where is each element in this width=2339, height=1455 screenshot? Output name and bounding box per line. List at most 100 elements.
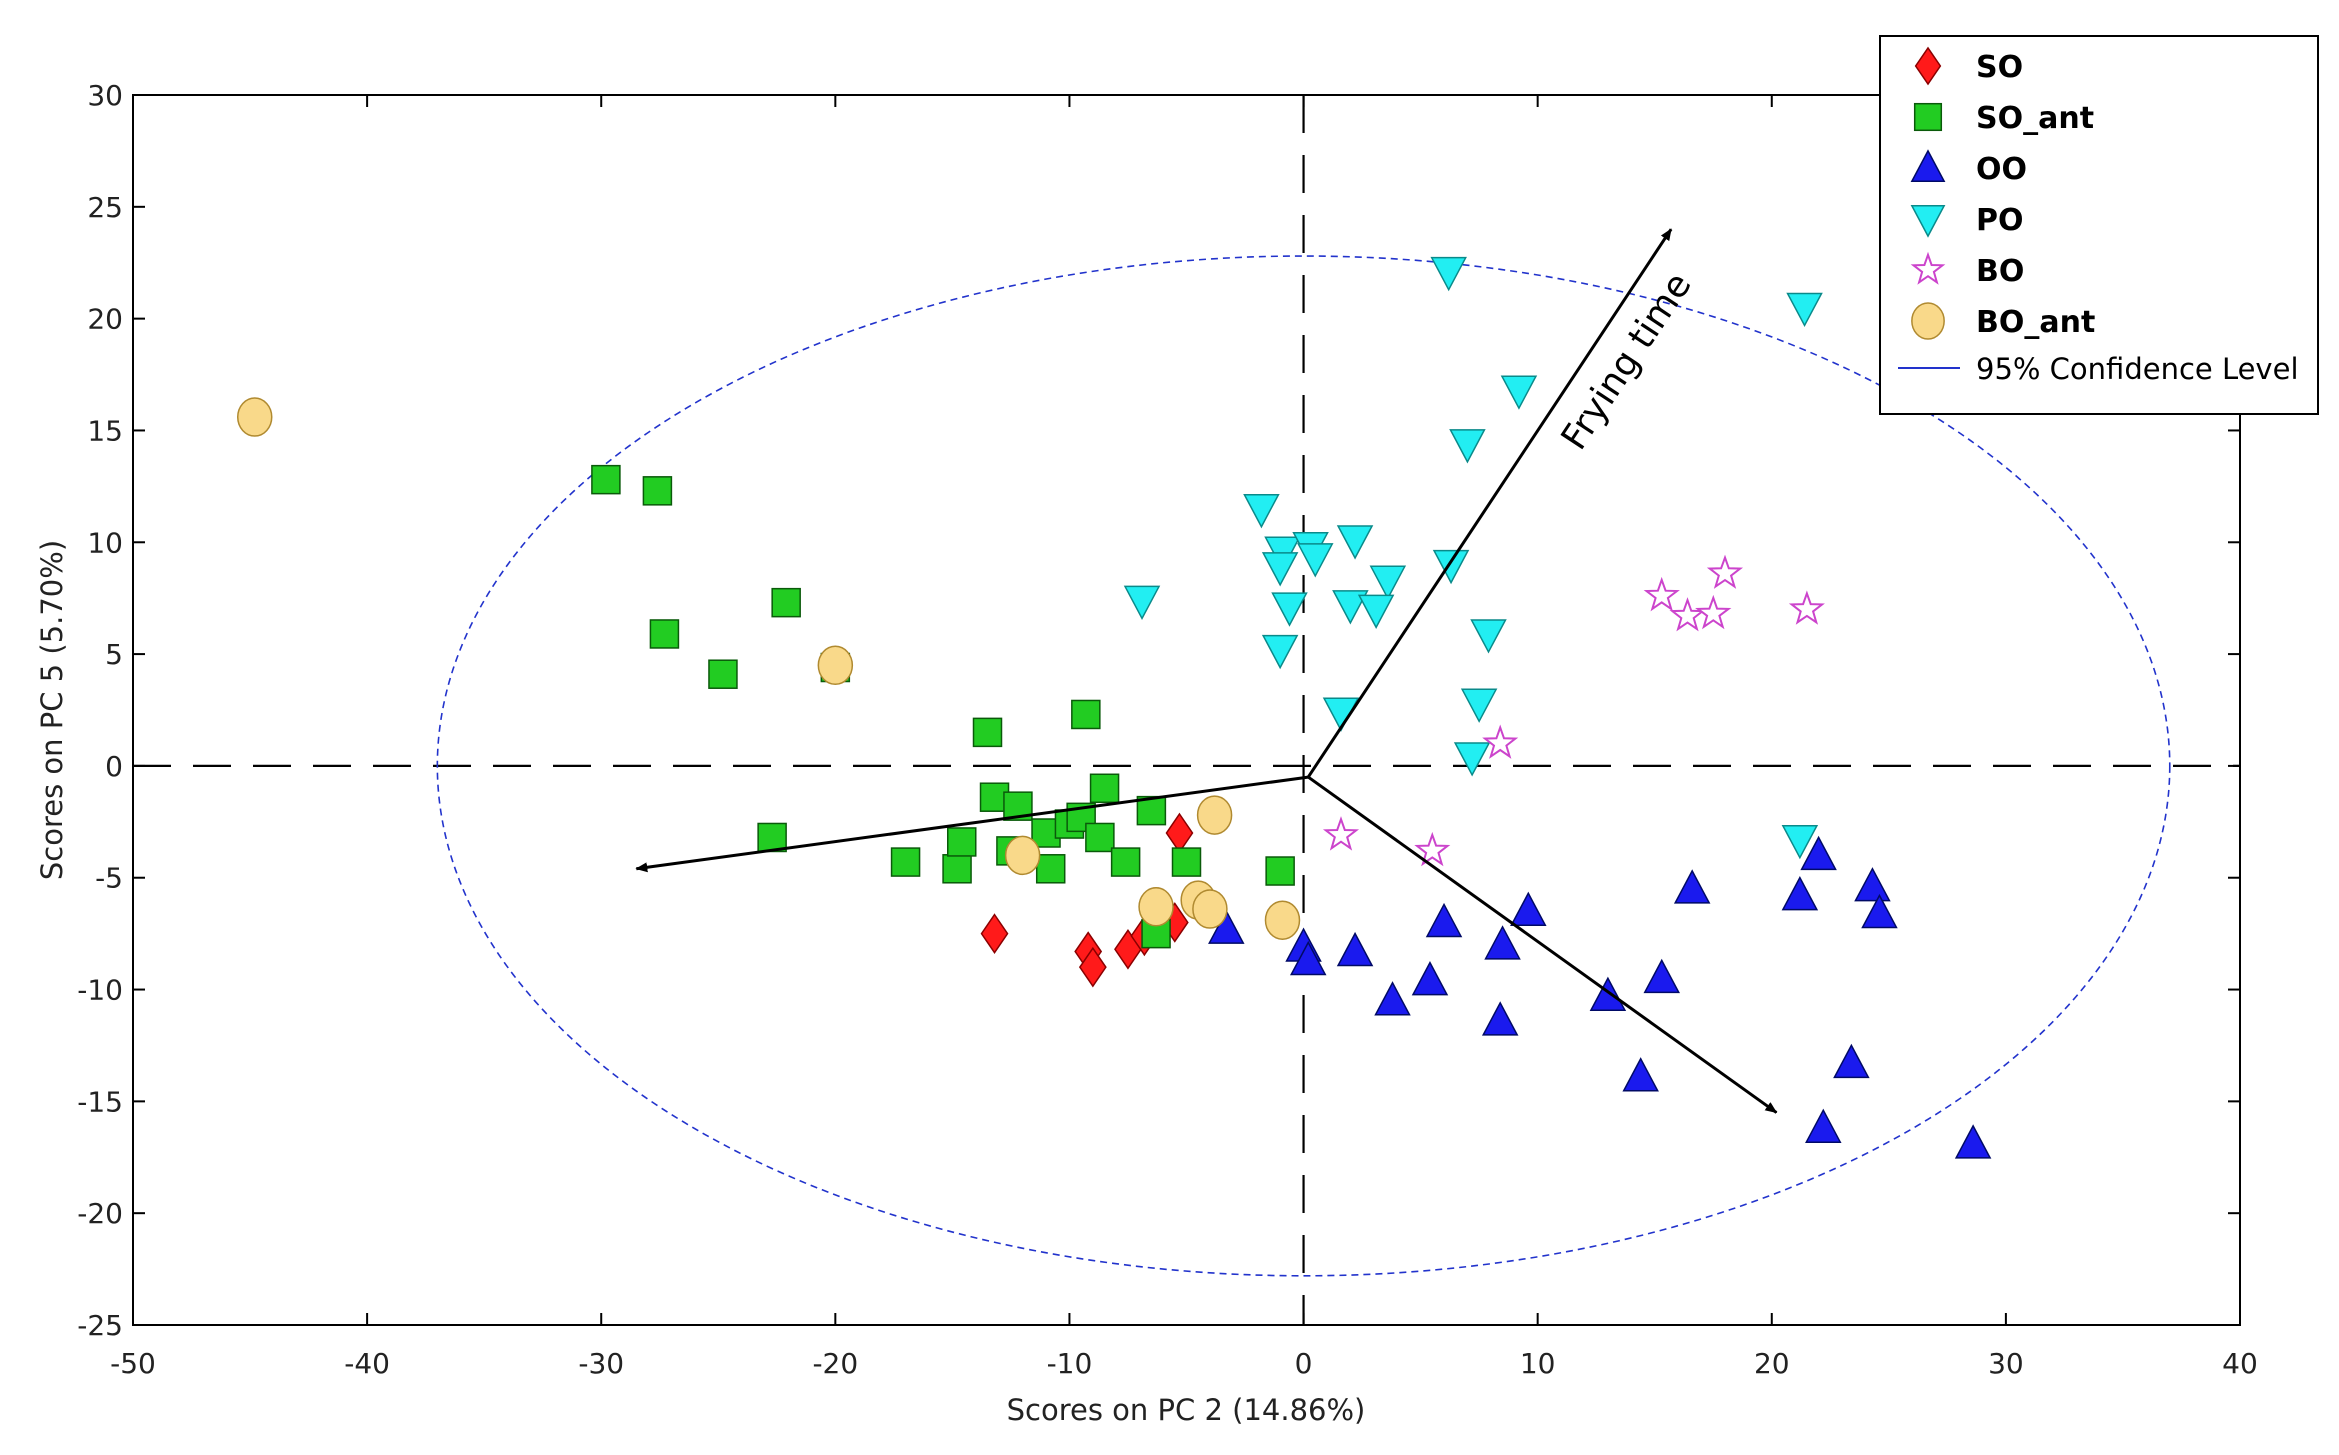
point-po	[1500, 375, 1538, 410]
x-tick-label: 10	[1520, 1347, 1556, 1380]
point-oo	[1854, 867, 1891, 902]
point-oo	[1673, 869, 1711, 904]
point-oo	[1208, 909, 1245, 944]
point-bo	[1322, 816, 1360, 851]
legend-marker-bo-ant	[1911, 302, 1945, 340]
point-oo	[1861, 893, 1898, 929]
point-po	[1297, 543, 1334, 578]
x-tick-label: -30	[578, 1347, 624, 1380]
point-so-ant	[757, 822, 787, 853]
point-so-ant	[1136, 795, 1167, 826]
point-bo	[1643, 576, 1680, 612]
point-so-ant	[1085, 822, 1115, 853]
point-oo	[1589, 976, 1627, 1011]
point-so-ant	[771, 587, 801, 618]
point-bo-ant	[1196, 795, 1233, 835]
point-po	[1786, 292, 1823, 328]
point-po	[1453, 742, 1491, 777]
point-so-ant	[708, 659, 738, 689]
point-po	[1781, 824, 1819, 860]
legend-marker-so-ant	[1913, 102, 1943, 132]
point-po	[1336, 525, 1374, 560]
loading-arrow	[1307, 775, 1778, 1114]
point-oo	[1481, 1001, 1519, 1036]
y-tick-label: 30	[87, 79, 123, 112]
point-oo	[1510, 891, 1547, 927]
legend-label: BO	[1976, 254, 2024, 289]
point-po	[1332, 590, 1369, 625]
legend-box	[1879, 35, 2319, 415]
point-so-ant	[649, 619, 680, 649]
point-oo	[1374, 981, 1411, 1016]
point-bo-ant	[1138, 887, 1174, 927]
legend-marker-bo	[1910, 251, 1946, 285]
point-so-ant	[591, 464, 621, 495]
point-bo	[1414, 831, 1451, 867]
point-so	[1078, 946, 1107, 988]
x-tick-label: -40	[344, 1347, 390, 1380]
y-tick-label: -25	[77, 1309, 123, 1342]
point-po	[1432, 549, 1470, 585]
point-bo	[1482, 724, 1519, 759]
point-bo	[1669, 597, 1706, 632]
point-oo	[1800, 835, 1837, 871]
point-oo	[1643, 958, 1680, 994]
legend-label: BO_ant	[1976, 305, 2095, 340]
point-so	[980, 913, 1009, 954]
loading-arrow	[1306, 228, 1673, 778]
y-tick-label: 25	[87, 191, 123, 224]
point-so-ant	[942, 854, 972, 884]
legend-label: 95% Confidence Level	[1976, 352, 2299, 386]
point-bo-ant	[1004, 835, 1041, 876]
x-tick-label: 40	[2222, 1347, 2258, 1380]
x-axis-title: Scores on PC 2 (14.86%)	[1007, 1393, 1366, 1427]
legend-label: PO	[1976, 203, 2024, 238]
point-po	[1243, 493, 1280, 529]
legend-label: SO_ant	[1976, 101, 2094, 136]
y-tick-label: 5	[105, 638, 123, 671]
point-po	[1430, 256, 1467, 292]
series-bo	[1322, 554, 1825, 867]
point-oo	[1781, 876, 1819, 911]
x-tick-label: -10	[1047, 1347, 1093, 1380]
loading-arrow	[635, 775, 1309, 873]
point-bo	[1706, 554, 1744, 589]
point-po	[1357, 594, 1395, 629]
x-tick-label: 30	[1988, 1347, 2024, 1380]
y-tick-label: -5	[95, 862, 123, 895]
point-bo-ant	[1264, 900, 1301, 940]
point-so-ant	[1089, 773, 1120, 804]
series-oo	[1208, 835, 1992, 1159]
point-so-ant	[642, 476, 673, 506]
point-so-ant	[947, 827, 977, 857]
legend-label: SO	[1976, 50, 2023, 85]
point-oo	[1484, 925, 1521, 960]
point-bo	[1695, 594, 1732, 630]
point-so-ant	[1171, 847, 1202, 877]
point-so-ant	[1265, 856, 1295, 886]
series-bo-ant	[236, 397, 1301, 940]
point-po	[1449, 429, 1486, 464]
point-oo	[1954, 1124, 1992, 1159]
x-tick-label: 0	[1295, 1347, 1313, 1380]
y-tick-label: 10	[87, 526, 123, 559]
point-bo-ant	[817, 645, 854, 686]
point-so-ant	[1071, 699, 1101, 730]
point-so-ant	[1035, 854, 1066, 884]
point-oo	[1425, 902, 1463, 938]
x-tick-label: -50	[110, 1347, 156, 1380]
point-po	[1261, 634, 1299, 670]
point-oo	[1289, 940, 1327, 976]
point-so-ant	[1110, 847, 1141, 877]
point-po	[1123, 585, 1161, 621]
point-oo	[1805, 1108, 1842, 1143]
point-so-ant	[890, 847, 921, 877]
y-axis-title: Scores on PC 5 (5.70%)	[35, 540, 69, 880]
point-oo	[1622, 1057, 1659, 1092]
point-po	[1369, 565, 1407, 600]
legend: SO SO_ant OO PO BO BO_ant 95% Confidence Level	[1879, 35, 2319, 415]
point-oo	[1833, 1043, 1870, 1079]
legend-marker-oo	[1910, 149, 1946, 183]
confidence-ellipse	[436, 255, 2171, 1277]
